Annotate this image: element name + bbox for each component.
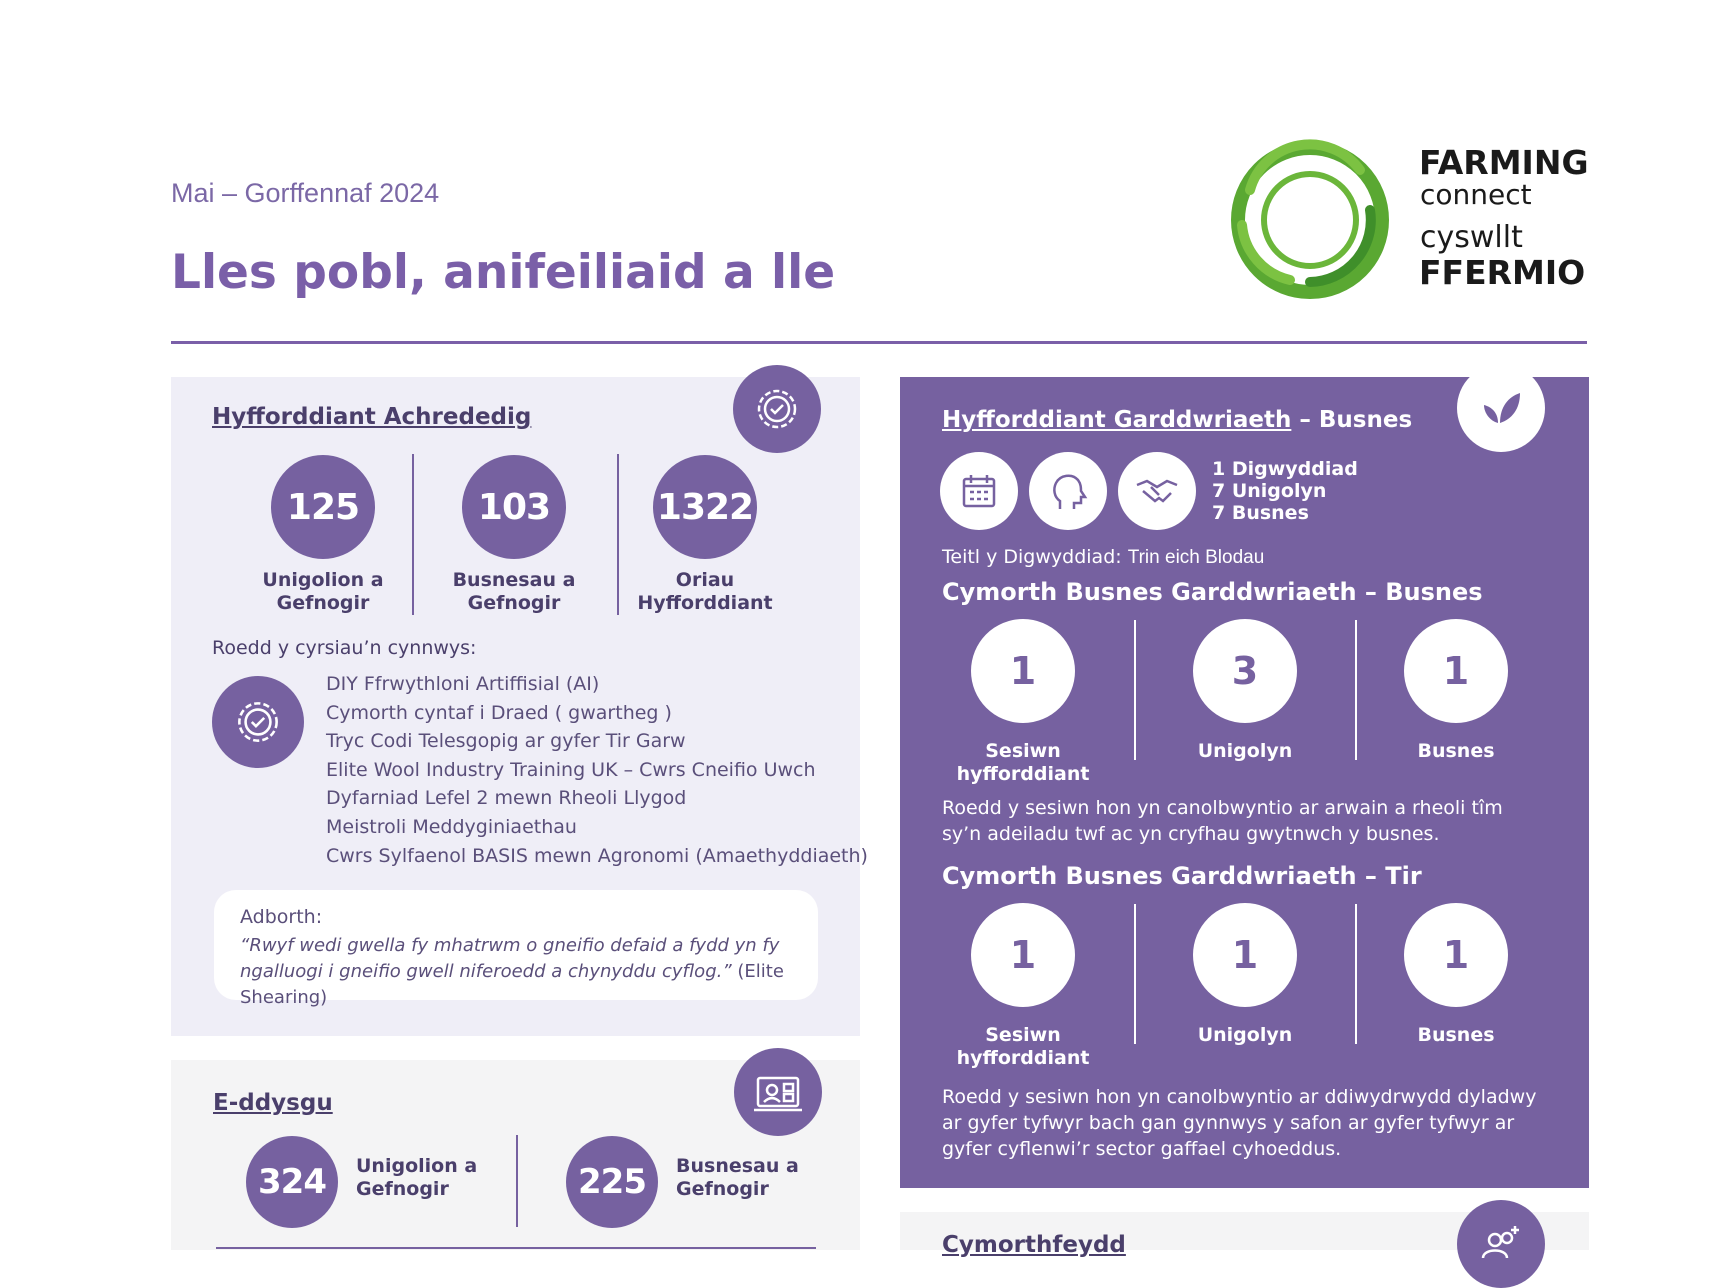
gear-icon bbox=[212, 676, 304, 768]
leaf-icon bbox=[1457, 364, 1545, 452]
page-title: Lles pobl, anifeiliaid a lle bbox=[171, 245, 836, 300]
handshake-icon bbox=[1118, 452, 1196, 530]
stat-label: Unigolion a Gefnogir bbox=[356, 1155, 478, 1200]
section-text: Roedd y sesiwn hon yn canolbwyntio ar ar… bbox=[942, 797, 1503, 845]
divider bbox=[516, 1135, 518, 1227]
event-label: Teitl y Digwyddiad: bbox=[942, 546, 1122, 568]
stat-number: 125 bbox=[271, 455, 375, 559]
event-title: Teitl y Digwyddiad: Trin eich Blodau bbox=[942, 546, 1264, 569]
course-item: DIY Ffrwythloni Artiffisial (AI) bbox=[326, 673, 600, 695]
event-count: 7 Unigolyn bbox=[1212, 480, 1327, 502]
stat-label: Busnesau a Gefnogir bbox=[452, 569, 576, 614]
event-name: Trin eich Blodau bbox=[1127, 547, 1265, 568]
horticulture-panel bbox=[900, 377, 1589, 1188]
stat-label: Busnes bbox=[1417, 1024, 1495, 1046]
page: Mai – Gorffennaf 2024 Lles pobl, anifeil… bbox=[171, 139, 1589, 1288]
feedback-box bbox=[214, 890, 818, 1000]
divider bbox=[1134, 904, 1136, 1044]
screen-glyph bbox=[754, 1076, 802, 1112]
divider bbox=[617, 454, 619, 615]
stat-number: 1322 bbox=[653, 455, 757, 559]
leaf-glyph bbox=[1484, 393, 1520, 423]
subsection-title: Cymorth Busnes Garddwriaeth – Busnes bbox=[942, 578, 1483, 606]
root: Mai – Gorffennaf 2024 Lles pobl, anifeil… bbox=[171, 139, 1589, 1288]
stat-number: 324 bbox=[246, 1136, 338, 1228]
logo-text: FARMING bbox=[1419, 143, 1589, 182]
gear-icon bbox=[733, 365, 821, 453]
feedback-label: Adborth: bbox=[240, 906, 323, 928]
rule bbox=[216, 1247, 816, 1249]
head-icon bbox=[1029, 452, 1107, 530]
event-count: 7 Busnes bbox=[1212, 502, 1309, 524]
stat-label: Unigolyn bbox=[1197, 1024, 1293, 1046]
logo-text: cyswllt bbox=[1420, 220, 1523, 255]
stat-label: Unigolion a Gefnogir bbox=[262, 569, 384, 614]
event-count: 1 Digwyddiad bbox=[1212, 458, 1358, 480]
gear-glyph bbox=[757, 389, 797, 429]
head-glyph bbox=[1053, 474, 1088, 509]
divider bbox=[1355, 904, 1357, 1044]
stat-number: 1 bbox=[1193, 903, 1297, 1007]
divider bbox=[1355, 620, 1357, 760]
course-item: Cwrs Sylfaenol BASIS mewn Agronomi (Amae… bbox=[326, 844, 868, 867]
course-item: Meistroli Meddyginiaethau bbox=[326, 816, 577, 838]
logo-mark bbox=[1231, 139, 1389, 299]
stat-number: 1 bbox=[971, 619, 1075, 723]
handshake-glyph bbox=[1136, 479, 1178, 503]
section-title: Hyfforddiant Achrededig bbox=[212, 404, 532, 430]
feedback-text: “Rwyf wedi gwella fy mhatrwm o gneifio d… bbox=[240, 933, 810, 1011]
people-icon bbox=[1457, 1200, 1545, 1288]
feedback-quote: “Rwyf wedi gwella fy mhatrwm o gneifio d… bbox=[240, 935, 780, 982]
subsection-title: Cymorth Busnes Garddwriaeth – Tir bbox=[942, 862, 1422, 890]
stat-number: 1 bbox=[971, 903, 1075, 1007]
stat-number: 1 bbox=[1404, 903, 1508, 1007]
courses-intro: Roedd y cyrsiau’n cynnwys: bbox=[212, 637, 477, 659]
course-item: Dyfarniad Lefel 2 mewn Rheoli Llygod bbox=[326, 787, 687, 810]
section-text: Roedd y sesiwn hon yn canolbwyntio ar dd… bbox=[942, 1086, 1537, 1160]
stat-label: Sesiwn hyfforddiant bbox=[956, 1024, 1090, 1069]
section-title: E-ddysgu bbox=[213, 1090, 333, 1116]
gear-glyph bbox=[238, 702, 278, 742]
course-item: Cymorth cyntaf i Draed ( gwartheg ) bbox=[326, 701, 672, 724]
stat-label: Busnes bbox=[1417, 740, 1495, 762]
course-item: Elite Wool Industry Training UK – Cwrs C… bbox=[326, 758, 816, 781]
course-item: Tryc Codi Telesgopig ar gyfer Tir Garw bbox=[326, 730, 686, 753]
feedback-source: (Elite Shearing) bbox=[240, 961, 784, 1008]
people-glyph bbox=[1481, 1226, 1519, 1259]
divider bbox=[1134, 620, 1136, 760]
stat-label: Sesiwn hyfforddiant bbox=[956, 740, 1090, 785]
stat-number: 3 bbox=[1193, 619, 1297, 723]
stat-number: 225 bbox=[566, 1136, 658, 1228]
section-title-link: Hyfforddiant Garddwriaeth bbox=[942, 407, 1292, 433]
section-title: Cymorthfeydd bbox=[942, 1232, 1126, 1258]
logo-text: connect bbox=[1420, 178, 1532, 211]
stat-label: Busnesau a Gefnogir bbox=[676, 1155, 799, 1200]
stat-label: Unigolyn bbox=[1197, 740, 1293, 762]
stat-number: 1 bbox=[1404, 619, 1508, 723]
header-rule bbox=[171, 341, 1587, 344]
logo-text: FFERMIO bbox=[1419, 253, 1586, 292]
date: Mai – Gorffennaf 2024 bbox=[171, 178, 440, 208]
calendar-icon bbox=[940, 452, 1018, 530]
screen-icon bbox=[734, 1048, 822, 1136]
stat-number: 103 bbox=[462, 455, 566, 559]
divider bbox=[412, 454, 414, 615]
calendar-glyph bbox=[962, 475, 996, 508]
section-title: Hyfforddiant Garddwriaeth – Busnes bbox=[942, 407, 1412, 433]
section-title-suffix: – Busnes bbox=[1299, 407, 1413, 433]
stat-label: Oriau Hyfforddiant bbox=[637, 569, 773, 614]
